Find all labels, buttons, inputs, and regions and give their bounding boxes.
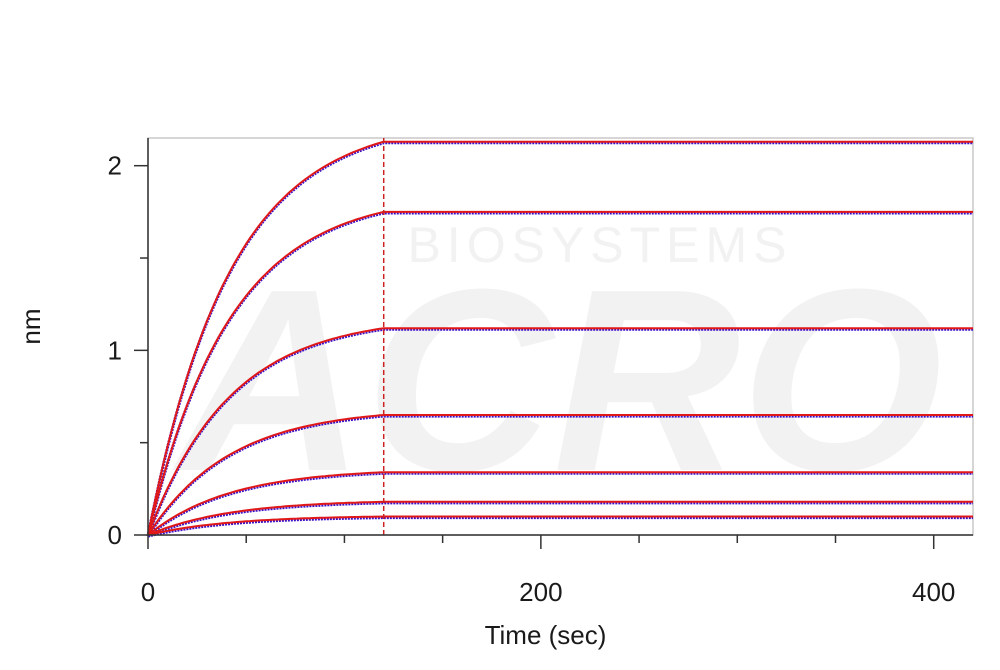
- data-series-7: [147, 516, 973, 538]
- y-tick-label: 2: [108, 151, 122, 181]
- x-tick-label: 0: [141, 577, 155, 607]
- x-tick-label: 200: [519, 577, 562, 607]
- watermark: ACRO BIOSYSTEMS: [169, 217, 943, 526]
- fit-series-6: [147, 500, 973, 536]
- watermark-subtext: BIOSYSTEMS: [407, 217, 792, 273]
- y-axis-label: nm: [16, 308, 46, 344]
- data-series-5: [147, 471, 973, 538]
- x-tick-label: 400: [912, 577, 955, 607]
- data-series-6: [147, 501, 973, 538]
- y-tick-label: 1: [108, 335, 122, 365]
- x-axis-label: Time (sec): [485, 620, 607, 650]
- watermark-logo: ACRO: [169, 236, 943, 526]
- y-tick-label: 0: [108, 520, 122, 550]
- fit-series-1: [147, 140, 973, 536]
- fit-series-5: [147, 471, 973, 536]
- data-series-3: [146, 327, 973, 537]
- fit-curves: [147, 140, 973, 536]
- fit-series-4: [147, 414, 973, 536]
- fit-series-7: [147, 515, 973, 536]
- fit-series-3: [147, 327, 973, 536]
- data-series-4: [146, 414, 973, 537]
- axes: 0 200 400 0 1 2: [108, 138, 973, 607]
- fit-series-2: [147, 210, 973, 536]
- data-series-1: [146, 141, 973, 537]
